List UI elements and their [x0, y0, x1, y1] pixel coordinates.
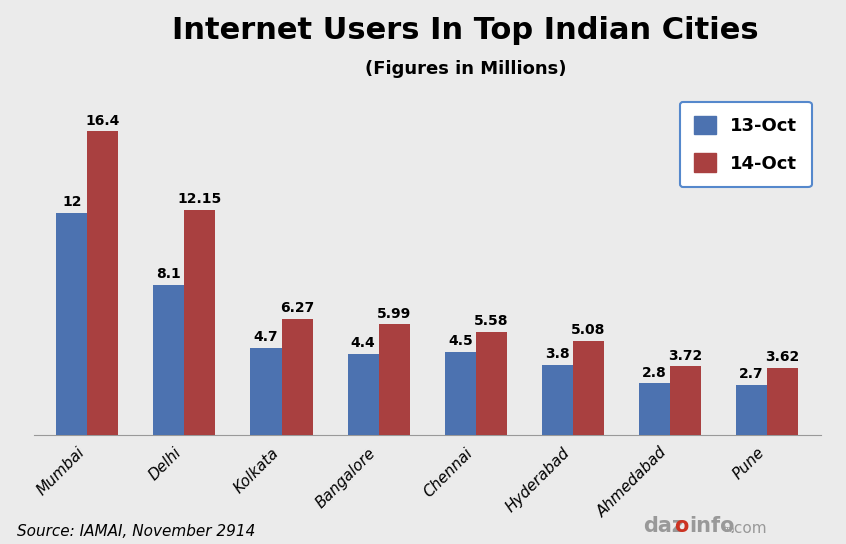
Text: .com: .com [729, 521, 766, 536]
Bar [379, 324, 409, 435]
Bar [639, 384, 670, 435]
Text: 4.7: 4.7 [254, 330, 278, 344]
Bar [736, 385, 767, 435]
Text: 4.5: 4.5 [448, 334, 473, 348]
Text: 8.1: 8.1 [157, 268, 181, 281]
Text: Internet Users In Top Indian Cities: Internet Users In Top Indian Cities [172, 16, 759, 45]
Text: 3.8: 3.8 [545, 347, 569, 361]
Text: 5.58: 5.58 [474, 314, 508, 328]
Bar [250, 348, 282, 435]
Legend: 13-Oct, 14-Oct: 13-Oct, 14-Oct [679, 102, 811, 187]
Bar [670, 366, 701, 435]
Bar [184, 210, 216, 435]
Bar [475, 332, 507, 435]
Text: 12: 12 [62, 195, 81, 209]
Text: 3.72: 3.72 [668, 349, 703, 363]
Text: info: info [689, 516, 735, 536]
Bar [348, 354, 379, 435]
Text: 6.27: 6.27 [280, 301, 314, 316]
Text: 3.62: 3.62 [766, 350, 799, 364]
Text: o: o [674, 516, 689, 536]
Bar [541, 365, 573, 435]
Text: 5.99: 5.99 [377, 306, 411, 320]
Text: 4.4: 4.4 [351, 336, 376, 350]
Text: 2.8: 2.8 [642, 366, 667, 380]
Bar [153, 285, 184, 435]
Bar [56, 213, 87, 435]
Text: (Figures in Millions): (Figures in Millions) [365, 60, 566, 78]
Text: Source: IAMAI, November 2914: Source: IAMAI, November 2914 [17, 523, 255, 539]
Text: 16.4: 16.4 [85, 114, 120, 128]
Bar [573, 341, 604, 435]
Bar [282, 319, 313, 435]
Bar [767, 368, 799, 435]
Bar [445, 352, 475, 435]
Text: 12.15: 12.15 [178, 193, 222, 206]
Text: 5.08: 5.08 [571, 323, 606, 337]
Text: daz: daz [643, 516, 684, 536]
Text: 2.7: 2.7 [739, 368, 764, 381]
Bar [87, 132, 118, 435]
Text: tm: tm [724, 525, 735, 534]
